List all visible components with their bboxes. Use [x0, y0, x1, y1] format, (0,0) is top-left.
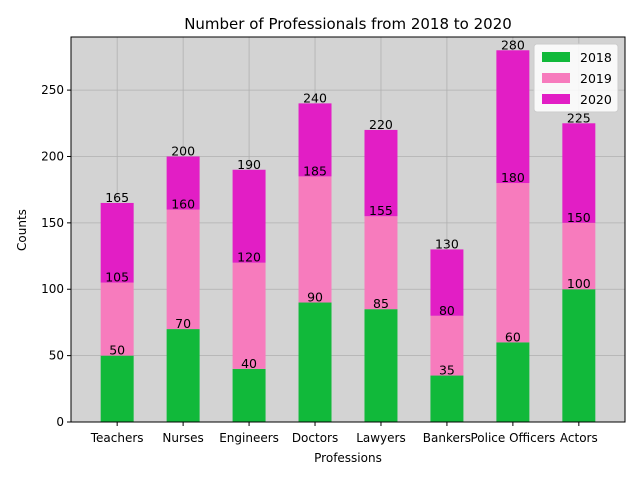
y-tick-label: 200	[41, 149, 64, 163]
legend: 2018 2019 2020	[533, 43, 619, 113]
bar-value-label: 220	[369, 117, 393, 132]
y-tick-label: 100	[41, 282, 64, 296]
bar-value-label: 60	[505, 329, 521, 344]
bar-2020-doctors	[298, 103, 332, 177]
bar-2019-actors	[562, 222, 596, 290]
bar-value-label: 190	[237, 157, 261, 172]
bar-labels: 50 70 40 90 85 35 60 100 105 160 120 185 155 80 180 150…	[105, 37, 591, 377]
y-tick-label: 50	[49, 349, 64, 363]
chart-title: Number of Professionals from 2018 to 202…	[184, 15, 512, 33]
bar-value-label: 155	[369, 203, 393, 218]
legend-label-2018: 2018	[580, 50, 612, 65]
bar-2018-lawyers	[364, 309, 398, 422]
bar-value-label: 185	[303, 163, 327, 178]
bar-2019-lawyers	[364, 216, 398, 310]
y-axis: 0 50 100 150 200 250	[41, 83, 71, 429]
legend-swatch-2018	[542, 52, 570, 62]
bar-2019-nurses	[166, 209, 200, 330]
bar-2018-engineers	[232, 368, 266, 422]
plot-area	[71, 37, 625, 422]
bar-value-label: 225	[567, 110, 591, 125]
bar-2018-nurses	[166, 329, 200, 422]
x-tick-label: Nurses	[162, 431, 203, 445]
bar-value-label: 100	[567, 276, 591, 291]
y-tick-label: 150	[41, 216, 64, 230]
legend-label-2019: 2019	[580, 71, 612, 86]
bar-2018-teachers	[100, 355, 134, 422]
bar-2018-police-officers	[496, 342, 530, 422]
bar-value-label: 85	[373, 296, 389, 311]
x-axis: Teachers Nurses Engineers Doctors Lawyers Ban…	[90, 422, 598, 445]
bar-value-label: 105	[105, 270, 129, 285]
y-axis-title: Counts	[15, 209, 29, 251]
x-tick-label: Lawyers	[356, 431, 406, 445]
bar-2018-actors	[562, 289, 596, 422]
x-tick-label: Police Officers	[470, 431, 555, 445]
x-tick-label: Engineers	[219, 431, 279, 445]
bar-2020-actors	[562, 123, 596, 223]
x-tick-label: Actors	[560, 431, 598, 445]
bar-2020-teachers	[100, 202, 134, 283]
bar-value-label: 50	[109, 343, 125, 358]
bar-2020-lawyers	[364, 129, 398, 217]
bar-value-label: 40	[241, 356, 257, 371]
bar-2018-doctors	[298, 302, 332, 422]
bar-value-label: 130	[435, 236, 459, 251]
y-tick-label: 250	[41, 83, 64, 97]
bar-2020-bankers	[430, 249, 464, 316]
bar-value-label: 180	[501, 170, 525, 185]
x-axis-title: Professions	[314, 451, 382, 465]
bar-value-label: 160	[171, 197, 195, 212]
bar-value-label: 80	[439, 303, 455, 318]
bar-2020-nurses	[166, 156, 200, 210]
bar-value-label: 150	[567, 210, 591, 225]
bar-2020-police-officers	[496, 50, 530, 184]
bar-value-label: 280	[501, 37, 525, 52]
bar-2019-doctors	[298, 176, 332, 303]
legend-label-2020: 2020	[580, 92, 612, 107]
bar-value-label: 70	[175, 316, 191, 331]
bars	[100, 50, 596, 422]
bar-2019-teachers	[100, 282, 134, 356]
bar-value-label: 120	[237, 250, 261, 265]
bar-value-label: 35	[439, 363, 455, 378]
legend-swatch-2019	[542, 73, 570, 83]
bar-2019-police-officers	[496, 183, 530, 343]
x-tick-label: Teachers	[90, 431, 144, 445]
bar-value-label: 90	[307, 290, 323, 305]
bar-value-label: 165	[105, 190, 129, 205]
bar-2019-bankers	[430, 315, 464, 376]
y-tick-label: 0	[56, 415, 64, 429]
bar-value-label: 200	[171, 143, 195, 158]
x-tick-label: Bankers	[423, 431, 471, 445]
bar-2020-engineers	[232, 169, 266, 263]
legend-swatch-2020	[542, 94, 570, 104]
x-tick-label: Doctors	[292, 431, 338, 445]
bar-value-label: 240	[303, 90, 327, 105]
bar-2018-bankers	[430, 375, 464, 422]
bar-2019-engineers	[232, 262, 266, 369]
plot-frame	[70, 36, 626, 423]
